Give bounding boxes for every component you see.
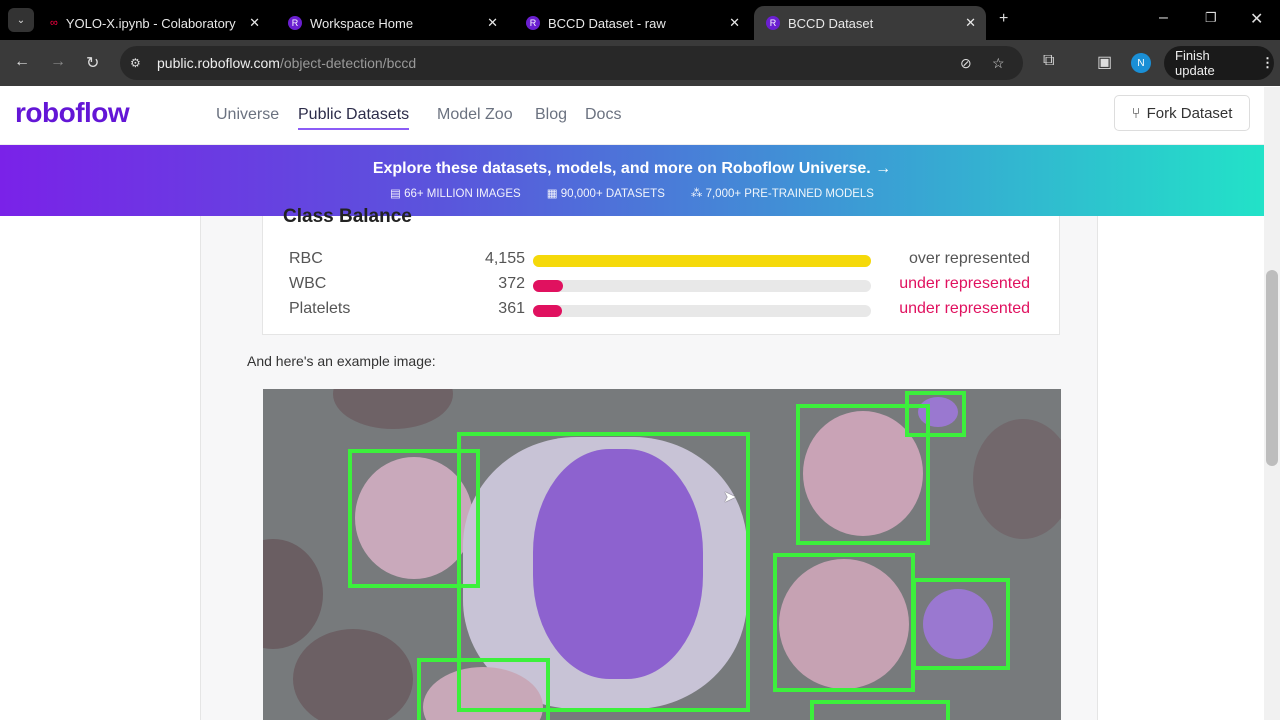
bbox-rbc [810, 700, 950, 720]
extensions-icon[interactable]: ⧉ [1043, 52, 1055, 69]
new-tab-icon[interactable]: + [999, 10, 1009, 27]
stat-images: ▤ 66+ MILLION IMAGES [390, 188, 521, 200]
site-header: roboflow Universe Public Datasets Model … [0, 87, 1264, 145]
browser-tab-bar: ⌄ ∞ YOLO-X.ipynb - Colaboratory ✕ R Workspa… [0, 0, 1280, 40]
scrollbar-thumb[interactable] [1266, 270, 1278, 466]
main-content: Class Balance RBC 4,155 over represented… [0, 206, 1264, 720]
close-tab-icon[interactable]: ✕ [249, 15, 260, 30]
nav-model-zoo[interactable]: Model Zoo [437, 106, 513, 123]
close-tab-icon[interactable]: ✕ [729, 15, 740, 30]
balance-bar-fill [533, 255, 871, 267]
balance-bar [533, 255, 871, 267]
fork-dataset-button[interactable]: ⑂ Fork Dataset [1114, 95, 1250, 131]
nav-blog[interactable]: Blog [535, 106, 568, 123]
fork-icon: ⑂ [1131, 104, 1141, 122]
close-tab-icon[interactable]: ✕ [487, 15, 498, 30]
eye-off-icon[interactable]: ⊘ [960, 54, 972, 71]
stat-datasets: ▦ 90,000+ DATASETS [546, 188, 665, 200]
colab-icon: ∞ [50, 17, 58, 29]
images-icon: ▤ [390, 188, 405, 200]
bbox-rbc [773, 553, 915, 692]
finish-update-button[interactable]: Finish update ⋮ [1164, 46, 1274, 80]
back-icon[interactable]: ← [14, 53, 30, 70]
balance-bar [533, 305, 871, 317]
avatar[interactable]: N [1131, 53, 1151, 73]
tab-bccd-dataset[interactable]: R BCCD Dataset ✕ [754, 6, 986, 40]
mouse-cursor-icon: ➤ [723, 489, 737, 506]
roboflow-icon: R [526, 16, 540, 30]
star-icon[interactable]: ☆ [992, 54, 1005, 71]
balance-bar-fill [533, 280, 564, 292]
example-image-caption: And here's an example image: [247, 353, 436, 369]
content-column: Class Balance RBC 4,155 over represented… [200, 206, 1098, 720]
bbox-rbc [348, 449, 480, 588]
bbox-rbc [796, 404, 930, 545]
reload-icon[interactable]: ↻ [86, 55, 100, 72]
tab-workspace-home[interactable]: R Workspace Home ✕ [276, 6, 508, 40]
class-row-rbc: RBC 4,155 over represented [289, 250, 1030, 267]
balance-bar [533, 280, 871, 292]
forward-icon[interactable]: → [50, 53, 66, 70]
roboflow-logo[interactable]: roboflow [15, 97, 130, 128]
nav-universe[interactable]: Universe [216, 106, 280, 123]
database-icon: ▦ [546, 188, 561, 200]
address-bar[interactable]: ⚙ public.roboflow.com/object-detection/b… [120, 46, 1023, 80]
balance-bar-fill [533, 305, 563, 317]
class-row-wbc: WBC 372 under represented [289, 275, 1030, 292]
class-balance-title: Class Balance [283, 206, 412, 227]
browser-toolbar: ← → ↻ ⚙ public.roboflow.com/object-detec… [0, 40, 1280, 86]
roboflow-icon: R [766, 16, 780, 30]
universe-banner[interactable]: Explore these datasets, models, and more… [0, 145, 1264, 216]
roboflow-icon: R [288, 16, 302, 30]
nav-public-datasets[interactable]: Public Datasets [298, 106, 410, 130]
minimize-icon[interactable]: – [1159, 9, 1168, 26]
close-window-icon[interactable]: ✕ [1250, 11, 1264, 28]
tab-colab[interactable]: ∞ YOLO-X.ipynb - Colaboratory ✕ [50, 15, 260, 31]
nav-docs[interactable]: Docs [585, 106, 622, 123]
class-balance-card: Class Balance RBC 4,155 over represented… [262, 206, 1060, 335]
tab-search-button[interactable]: ⌄ [8, 8, 34, 32]
class-row-platelets: Platelets 361 under represented [289, 300, 1030, 317]
bbox-platelet [912, 578, 1010, 670]
stat-models: ⁂ 7,000+ PRE-TRAINED MODELS [690, 188, 874, 200]
restore-icon[interactable]: ❐ [1205, 10, 1217, 25]
example-image: ➤ [263, 389, 1061, 720]
page-scrollbar[interactable] [1264, 87, 1280, 720]
banner-title[interactable]: Explore these datasets, models, and more… [372, 160, 892, 177]
close-tab-icon[interactable]: ✕ [965, 15, 976, 30]
side-panel-icon[interactable]: ▣ [1097, 54, 1113, 71]
tab-bccd-raw[interactable]: R BCCD Dataset - raw ✕ [514, 6, 750, 40]
bbox-wbc [457, 432, 750, 712]
bbox-platelet [905, 391, 966, 437]
site-settings-icon[interactable]: ⚙ [130, 56, 141, 70]
model-icon: ⁂ [690, 188, 706, 200]
menu-icon[interactable]: ⋮ [1261, 55, 1274, 70]
bbox-rbc [417, 658, 550, 720]
